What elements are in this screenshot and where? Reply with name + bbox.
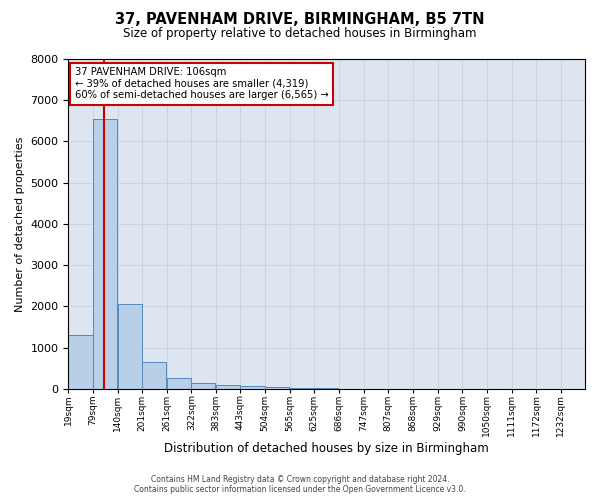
Y-axis label: Number of detached properties: Number of detached properties [15,136,25,312]
Bar [290,388,314,389]
Bar [68,335,92,389]
X-axis label: Distribution of detached houses by size in Birmingham: Distribution of detached houses by size … [164,442,489,455]
Bar [191,384,215,389]
Bar [167,378,191,389]
Bar [142,362,166,389]
Bar [241,386,265,389]
Text: 37 PAVENHAM DRIVE: 106sqm
← 39% of detached houses are smaller (4,319)
60% of se: 37 PAVENHAM DRIVE: 106sqm ← 39% of detac… [74,67,328,100]
Text: Contains HM Land Registry data © Crown copyright and database right 2024.
Contai: Contains HM Land Registry data © Crown c… [134,474,466,494]
Bar [118,304,142,389]
Bar [265,386,289,389]
Text: Size of property relative to detached houses in Birmingham: Size of property relative to detached ho… [123,28,477,40]
Bar [216,386,240,389]
Text: 37, PAVENHAM DRIVE, BIRMINGHAM, B5 7TN: 37, PAVENHAM DRIVE, BIRMINGHAM, B5 7TN [115,12,485,28]
Bar [93,119,117,389]
